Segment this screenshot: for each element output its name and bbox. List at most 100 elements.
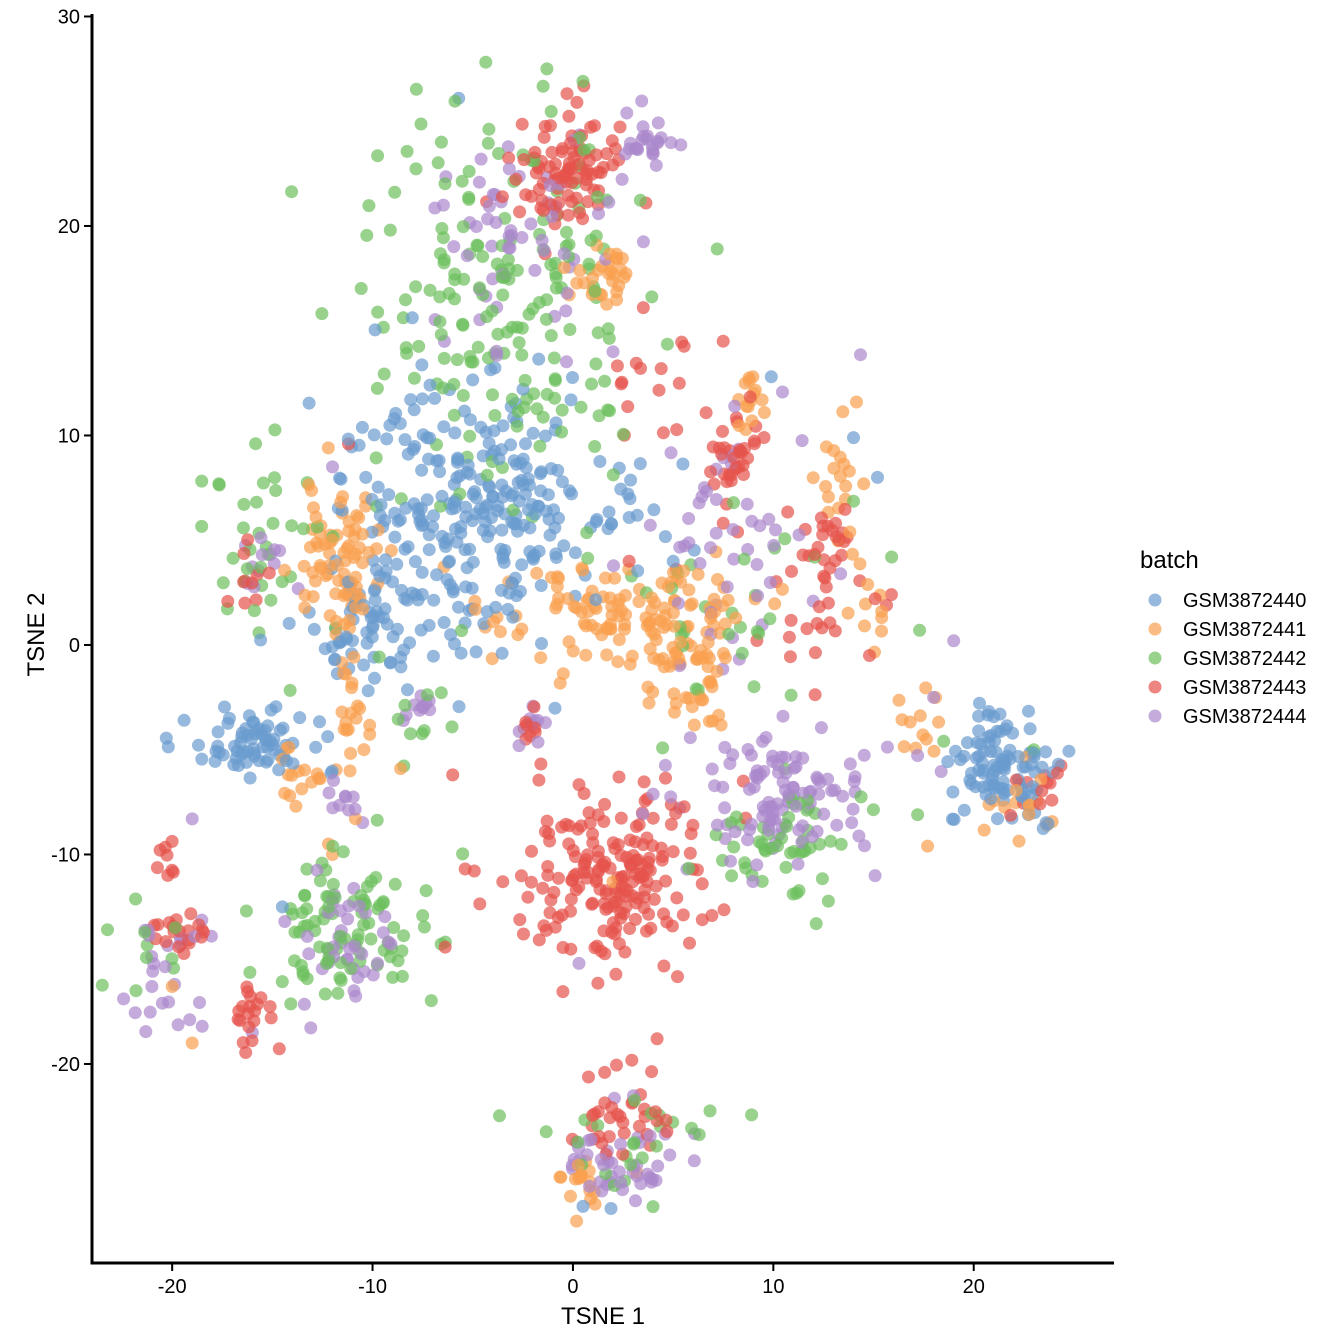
data-point <box>247 715 261 729</box>
data-point <box>245 1034 259 1048</box>
data-point <box>796 548 810 562</box>
data-point <box>288 954 301 968</box>
data-point <box>571 1158 585 1172</box>
data-point <box>884 588 898 602</box>
data-point <box>606 916 620 930</box>
data-point <box>255 548 269 562</box>
data-point <box>608 571 622 585</box>
data-point <box>645 1065 659 1079</box>
data-point <box>764 370 778 384</box>
data-point <box>472 175 486 189</box>
data-point <box>252 754 266 768</box>
data-point <box>847 431 860 445</box>
data-point <box>248 1004 262 1018</box>
data-point <box>101 923 114 937</box>
data-point <box>165 834 179 848</box>
data-point <box>602 331 616 345</box>
data-point <box>441 532 455 546</box>
data-point <box>192 738 205 752</box>
data-point <box>409 162 423 176</box>
data-point <box>485 304 499 318</box>
data-point <box>645 591 659 605</box>
data-point <box>911 808 925 822</box>
data-point <box>264 593 278 607</box>
data-point <box>404 393 418 407</box>
data-point <box>309 740 323 754</box>
data-point <box>591 326 605 340</box>
data-point <box>762 823 776 837</box>
data-point <box>871 470 884 484</box>
data-point <box>614 1137 628 1151</box>
data-point <box>447 408 461 422</box>
data-point <box>704 465 718 479</box>
data-point <box>455 174 469 188</box>
data-point <box>346 790 360 804</box>
data-point <box>861 578 875 591</box>
data-point <box>496 419 510 433</box>
data-point <box>570 601 583 615</box>
data-point <box>543 119 557 133</box>
data-point <box>533 439 547 453</box>
data-point <box>352 899 366 913</box>
data-point <box>691 567 705 581</box>
data-point <box>349 570 363 584</box>
data-point <box>177 713 191 727</box>
data-point <box>647 503 661 517</box>
data-point <box>298 601 312 615</box>
data-point <box>485 652 499 666</box>
data-point <box>473 502 487 516</box>
data-point <box>618 618 632 631</box>
data-point <box>322 900 336 914</box>
data-point <box>828 554 842 568</box>
data-point <box>604 1202 618 1215</box>
data-point <box>347 650 361 664</box>
data-point <box>667 565 680 579</box>
data-point <box>510 263 524 277</box>
data-point <box>438 177 452 191</box>
data-point <box>685 597 699 611</box>
data-point <box>535 193 549 207</box>
data-point <box>595 1184 609 1198</box>
data-point <box>589 148 603 162</box>
data-point <box>591 165 605 179</box>
data-point <box>812 787 826 801</box>
data-point <box>727 552 741 566</box>
data-point <box>897 740 911 754</box>
data-point <box>334 929 347 943</box>
data-point <box>795 434 809 448</box>
data-point <box>237 547 251 560</box>
data-point <box>448 273 462 287</box>
data-point <box>560 225 573 239</box>
data-point <box>415 392 429 406</box>
data-point <box>145 980 159 993</box>
data-point <box>526 302 540 316</box>
data-point <box>537 244 551 258</box>
data-point <box>242 1020 256 1034</box>
data-point <box>727 840 741 854</box>
data-point <box>396 311 410 325</box>
data-points <box>95 55 1076 1228</box>
data-point <box>819 480 833 493</box>
data-point <box>544 105 558 118</box>
data-point <box>717 647 730 660</box>
data-point <box>285 768 299 782</box>
data-point <box>403 636 417 650</box>
data-point <box>168 921 182 935</box>
data-point <box>824 834 838 848</box>
data-point <box>809 917 823 931</box>
data-point <box>243 965 257 979</box>
data-point <box>466 555 480 569</box>
data-point <box>359 470 373 484</box>
data-point <box>566 644 580 658</box>
data-point <box>817 807 831 821</box>
data-point <box>846 547 859 561</box>
data-point <box>376 895 390 909</box>
data-point <box>696 651 709 665</box>
data-point <box>422 543 436 557</box>
data-point <box>584 233 598 247</box>
data-point <box>676 457 690 471</box>
data-point <box>275 575 289 589</box>
data-point <box>803 841 817 855</box>
data-point <box>535 637 548 650</box>
data-point <box>664 136 678 150</box>
